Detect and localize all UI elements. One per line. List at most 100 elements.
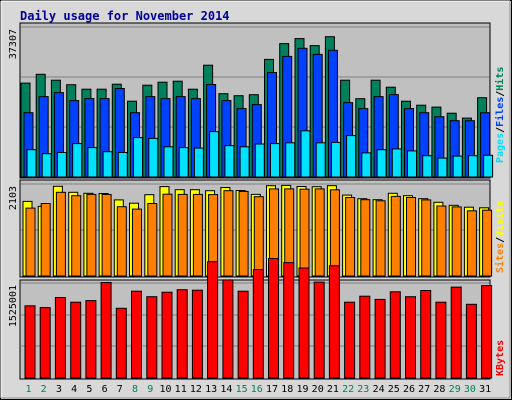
bottom-bar-kbytes-day-29 — [450, 286, 462, 379]
day-labels: 1 2 3 4 5 6 7 8 9 10 11 12 13 14 15 16 17 18 19 20 21 22 23 24 2… — [25, 384, 491, 395]
top-bar-pages-day-26 — [407, 150, 417, 178]
middle-bar-sites-day-29 — [451, 206, 462, 277]
middle-legend: Sites/Visits — [494, 201, 506, 273]
bottom-bar-kbytes-day-19 — [298, 267, 310, 379]
middle-bar-sites-day-31 — [482, 209, 493, 277]
middle-bar-sites-day-12 — [192, 193, 203, 277]
top-legend-item: / — [495, 127, 506, 133]
bottom-bar-kbytes-day-5 — [85, 300, 97, 379]
top-bar-pages-day-4 — [72, 143, 83, 178]
bottom-bar-kbytes-day-20 — [313, 281, 325, 379]
top-bar-pages-day-28 — [437, 157, 448, 178]
middle-bar-sites-day-15 — [238, 190, 249, 277]
top-bar-pages-day-3 — [56, 152, 67, 178]
bottom-bar-kbytes-day-27 — [420, 290, 432, 379]
middle-axis-max-label: 2103 — [8, 186, 19, 210]
bottom-bar-kbytes-day-28 — [435, 301, 447, 379]
day-label-28: 28 — [433, 384, 445, 395]
day-label-9: 9 — [147, 384, 153, 395]
bottom-bar-kbytes-day-15 — [237, 290, 249, 379]
middle-bar-sites-day-16 — [253, 196, 264, 277]
day-label-4: 4 — [71, 384, 77, 395]
middle-bar-sites-day-22 — [345, 197, 356, 277]
top-bar-pages-day-21 — [330, 141, 341, 178]
top-bar-pages-day-20 — [315, 142, 326, 178]
top-bar-pages-day-17 — [270, 143, 280, 178]
top-bar-pages-day-31 — [483, 154, 494, 178]
bottom-bar-kbytes-day-12 — [191, 289, 203, 379]
bottom-bar-kbytes-day-14 — [222, 279, 234, 379]
day-label-27: 27 — [418, 384, 430, 395]
bottom-bar-kbytes-day-10 — [161, 291, 173, 379]
day-label-20: 20 — [312, 384, 324, 395]
day-label-22: 22 — [342, 384, 354, 395]
bottom-bar-kbytes-day-16 — [252, 269, 264, 379]
top-bar-pages-day-13 — [209, 131, 220, 178]
day-label-8: 8 — [132, 384, 138, 395]
middle-bar-sites-day-3 — [55, 191, 66, 277]
middle-legend-item: / — [495, 237, 506, 243]
bottom-bar-kbytes-day-4 — [70, 301, 82, 379]
bottom-bar-kbytes-day-13 — [207, 261, 219, 379]
top-bar-pages-day-7 — [117, 152, 128, 178]
top-bar-pages-day-5 — [87, 147, 98, 178]
middle-bar-sites-day-24 — [375, 200, 386, 277]
axis-max-labels: 37307 2103 1525001 — [8, 29, 19, 327]
day-label-26: 26 — [403, 384, 415, 395]
bottom-legend-item: KBytes — [495, 340, 506, 376]
top-bar-pages-day-25 — [391, 148, 402, 178]
top-legend-item: / — [495, 91, 506, 97]
middle-bar-sites-day-26 — [406, 197, 416, 277]
day-label-1: 1 — [25, 384, 31, 395]
day-label-2: 2 — [41, 384, 47, 395]
bottom-bar-kbytes-day-22 — [344, 301, 356, 379]
middle-bar-sites-day-2 — [40, 203, 51, 277]
day-label-11: 11 — [175, 384, 187, 395]
top-bar-pages-day-8 — [133, 137, 143, 178]
top-bar-pages-day-16 — [254, 143, 265, 178]
day-label-15: 15 — [236, 384, 248, 395]
day-label-17: 17 — [266, 384, 278, 395]
day-label-14: 14 — [220, 384, 232, 395]
bottom-axis-max-label: 1525001 — [8, 285, 19, 327]
day-label-25: 25 — [388, 384, 400, 395]
bottom-bar-kbytes-day-30 — [465, 303, 477, 379]
top-bar-pages-day-12 — [193, 147, 204, 178]
top-bar-pages-day-19 — [300, 130, 311, 178]
day-label-24: 24 — [373, 384, 385, 395]
top-bar-pages-day-24 — [376, 149, 387, 178]
top-bar-pages-day-23 — [361, 152, 372, 178]
day-label-5: 5 — [86, 384, 92, 395]
top-bar-pages-day-11 — [178, 147, 189, 178]
middle-bar-sites-day-28 — [436, 205, 447, 277]
day-label-18: 18 — [281, 384, 293, 395]
bottom-bar-kbytes-day-3 — [54, 297, 66, 379]
middle-bar-sites-day-19 — [299, 188, 310, 277]
bottom-bar-kbytes-day-17 — [268, 258, 279, 379]
day-label-13: 13 — [205, 384, 217, 395]
top-bar-pages-day-10 — [163, 146, 174, 178]
middle-bar-sites-day-6 — [101, 194, 112, 277]
day-label-6: 6 — [102, 384, 108, 395]
middle-bar-sites-day-4 — [71, 195, 82, 277]
top-bar-pages-day-9 — [148, 137, 159, 178]
middle-legend-item: Sites — [494, 243, 506, 273]
bottom-bar-kbytes-day-8 — [131, 290, 142, 379]
chart-title: Daily usage for November 2014 — [20, 9, 230, 23]
top-bar-pages-day-22 — [346, 135, 357, 178]
bottom-bar-kbytes-day-31 — [481, 285, 493, 379]
top-legend-item: Files — [494, 97, 506, 127]
middle-bar-sites-day-14 — [223, 190, 234, 277]
day-label-10: 10 — [159, 384, 171, 395]
middle-bar-sites-day-5 — [86, 193, 97, 277]
top-legend-item: Pages — [495, 133, 506, 163]
middle-bar-sites-day-9 — [147, 203, 158, 277]
top-legend-item: Hits — [494, 67, 506, 91]
middle-bar-sites-day-25 — [390, 195, 401, 277]
day-label-19: 19 — [296, 384, 308, 395]
bottom-bar-kbytes-day-11 — [176, 289, 188, 379]
bottom-bar-kbytes-day-9 — [146, 296, 158, 379]
bottom-bar-kbytes-day-26 — [405, 296, 416, 379]
